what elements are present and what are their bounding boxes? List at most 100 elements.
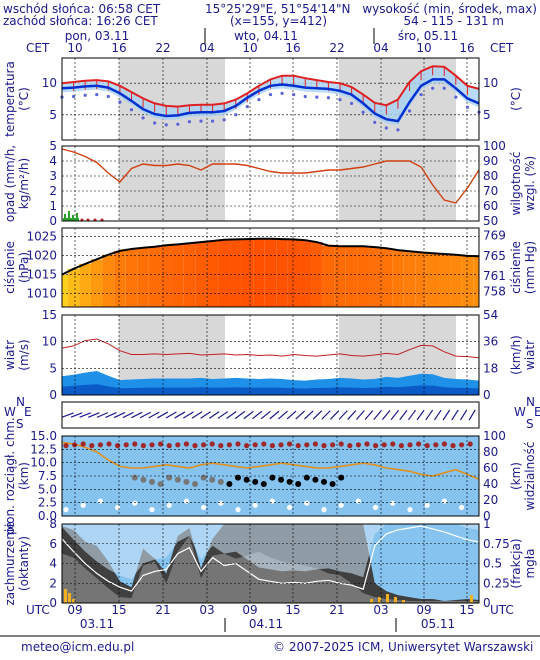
compass-left-N: N [16, 395, 25, 409]
wind-gust-line [61, 338, 480, 359]
footer-email[interactable]: meteo@icm.edu.pl [21, 640, 135, 654]
wind-core-area [62, 384, 479, 395]
cloud-base-dot-32 [338, 502, 344, 508]
wind-arrow-24 [269, 410, 280, 420]
temp-min-dot-1 [71, 94, 76, 99]
bottom-hour-3: 03 [199, 603, 214, 617]
visibility-ytick-right-5: 100 [483, 429, 506, 443]
wind-arrow-11 [157, 411, 169, 419]
cloud-top-dot-34 [355, 442, 361, 448]
temp-min-dot-34 [454, 95, 458, 99]
top-hour-4: 10 [242, 41, 257, 55]
humidity-panel-night-0 [119, 146, 225, 221]
clouds-ytick-right-2: 0.5 [483, 557, 502, 571]
wind-ytick-right-0: 0 [483, 388, 491, 402]
bottom-tz-label: UTC [26, 603, 50, 617]
cloud-mid-dot-9 [140, 476, 147, 483]
bottom-hour-4: 09 [242, 603, 257, 617]
cloud-top-dot-28 [304, 442, 310, 448]
fog-bar-7 [402, 600, 405, 603]
temp-min-dot-7 [141, 116, 145, 120]
humidity-ylabel-right-2: wzgl. (%) [523, 156, 537, 211]
pressure-fill-1 [67, 268, 80, 307]
clouds-ytick-left-2: 4 [49, 557, 57, 571]
clouds-ylabel-left: zachmurzenie [3, 521, 17, 605]
temp-min-dot-12 [199, 119, 203, 123]
bottom-date-2: 05.11 [421, 617, 455, 631]
temp-min-dot-11 [187, 120, 192, 124]
sunset-text: zachód słońca: 16:26 CET [3, 14, 158, 28]
temp-ylabel-right: (°C) [509, 87, 523, 111]
wind-arrow-29 [312, 410, 323, 420]
wind-ylabel-left: wiatr [3, 340, 17, 370]
cloud-top-dot-0 [63, 443, 69, 449]
compass-left-W: W [4, 405, 16, 419]
cloud-top-dot-22 [252, 442, 258, 448]
wind-arrow-38 [390, 409, 399, 421]
wind-arrow-19 [226, 411, 237, 419]
pressure-ylabel-right-2: (mm Hg) [523, 241, 537, 294]
compass-right-N: N [526, 395, 535, 409]
bottom-hour-2: 21 [155, 603, 170, 617]
wind-arrow-39 [399, 409, 408, 421]
cloud-base-dot-26 [287, 504, 293, 511]
bottom-hour-1: 15 [111, 603, 126, 617]
clouds-ylabel-right-2: mgła [523, 548, 537, 578]
fog-bar-1 [68, 593, 71, 603]
clouds-ytick-left-4: 8 [49, 517, 57, 531]
precip-base [63, 218, 79, 221]
humidity-ytick-left-5: 5 [49, 139, 57, 153]
wind-arrow-13 [174, 411, 186, 419]
cloud-mid-dot-10 [149, 478, 155, 485]
wind-arrow-41 [416, 409, 425, 421]
cloud-top-dot-37 [381, 442, 387, 448]
pressure-ytick-left-2: 1020 [26, 248, 57, 262]
cloud-top-dot-30 [321, 443, 327, 449]
temp-min-dot-29 [396, 128, 400, 132]
cloud-top-dot-21 [244, 443, 250, 449]
wind-arrow-14 [182, 411, 194, 419]
visibility-ytick-right-4: 80 [483, 445, 498, 459]
temp-ylabel-left: temperatura [3, 61, 17, 137]
compass-left-S: S [16, 417, 24, 431]
temp-min-dot-27 [373, 120, 377, 124]
clouds-ytick-right-4: 1 [483, 517, 491, 531]
temp-min-dot-5 [118, 100, 122, 104]
wind-arrow-22 [252, 410, 263, 420]
pressure-border [61, 227, 480, 308]
precip-bar-0 [64, 214, 66, 221]
humidity-ytick-left-0: 0 [49, 214, 57, 228]
pressure-fill-35 [461, 255, 474, 307]
cloud-mid-dot-19 [226, 481, 233, 487]
cloud-top-dot-3 [89, 443, 95, 449]
pressure-line [61, 237, 480, 276]
visibility-ytick-left-4: 10.0 [30, 456, 57, 470]
humidity-ytick-left-4: 4 [49, 154, 57, 168]
cloud-mid-dot-12 [166, 474, 173, 481]
visibility-ytick-right-2: 40 [483, 477, 498, 491]
bottom-hour-7: 03 [373, 603, 388, 617]
temp-min-dot-13 [210, 119, 215, 123]
cloud-top-dot-17 [209, 441, 215, 447]
wind-arrow-33 [347, 410, 357, 420]
wind-arrow-34 [355, 410, 365, 420]
pressure-fill-36 [473, 256, 479, 307]
pressure-fill-21 [299, 240, 312, 307]
cloud-base-dot-38 [390, 500, 396, 506]
humidity-ytick-right-3: 80 [483, 169, 498, 183]
clouds-ylabel-right: (frakcja) [509, 538, 523, 588]
precip-bar-1 [68, 211, 70, 221]
wind-arrow-23 [260, 410, 271, 420]
humidity-ytick-right-4: 90 [483, 154, 498, 168]
cloud-mid-dot-30 [321, 478, 327, 485]
temp-min-dot-2 [83, 93, 87, 97]
cloud-mid-dot-22 [252, 478, 259, 485]
temp-ylabel-left-2: (°C) [17, 87, 31, 111]
wind-arrow-46 [459, 409, 468, 421]
pressure-ylabel-left-2: (hPa) [17, 252, 31, 283]
temp-min-dot-3 [95, 92, 99, 97]
cloud-mid-dot-20 [235, 474, 241, 481]
cloud-base-dot-18 [218, 500, 224, 506]
cloud-top-dot-36 [373, 443, 379, 449]
pressure-ylabel-left: ciśnienie [3, 241, 17, 294]
